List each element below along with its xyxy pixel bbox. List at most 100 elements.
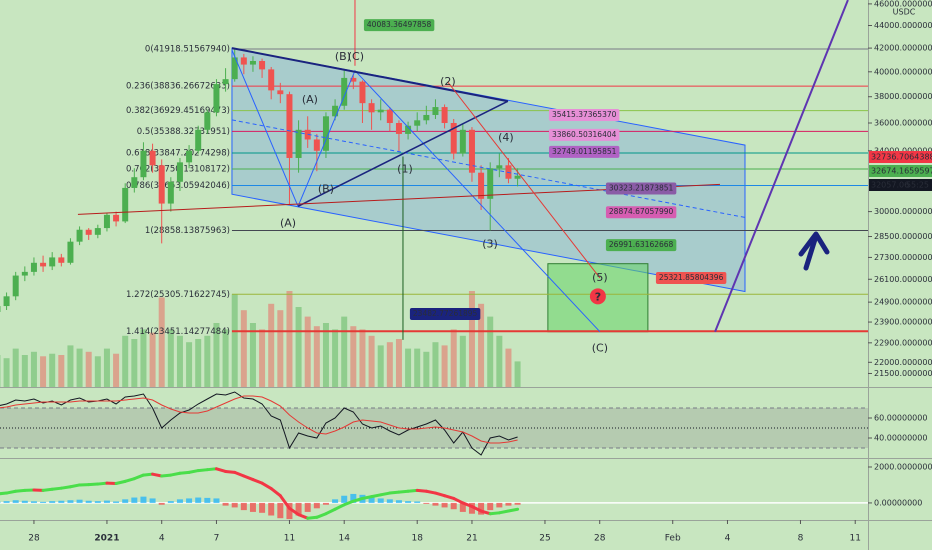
macd-line-segment <box>59 485 72 490</box>
price-callout-label: 25321.85804396 <box>659 273 724 282</box>
x-tick-label: 28 <box>28 534 40 544</box>
y-tick-label: 27300.00000000 <box>874 253 932 262</box>
y-tick-label: 40.00000000 <box>874 434 927 443</box>
macd-histogram-bar <box>478 502 485 515</box>
volume-bar <box>487 316 494 387</box>
candle-body <box>40 262 47 267</box>
macd-line-segment <box>333 503 346 511</box>
macd-line-segment <box>452 496 465 505</box>
macd-line-segment <box>306 515 319 520</box>
volume-bar <box>49 353 56 387</box>
macd-line-segment <box>251 478 264 485</box>
macd-histogram-bar <box>40 501 47 503</box>
bar-countdown: 55:25 <box>906 181 929 190</box>
x-tick-label: 14 <box>338 534 350 544</box>
volume-bar <box>313 326 320 387</box>
y-tick-label: 38000.00000000 <box>874 92 932 101</box>
macd-histogram-bar <box>295 502 302 516</box>
macd-histogram-bar <box>3 501 10 503</box>
macd-line-segment <box>379 491 392 497</box>
macd-histogram-bar <box>195 497 202 503</box>
wave-label: (2) <box>440 75 456 88</box>
macd-histogram-bar <box>158 502 165 505</box>
price-callout <box>605 206 677 219</box>
candle-body <box>322 116 329 151</box>
candle-body <box>405 125 412 134</box>
candle-body <box>286 94 293 158</box>
x-tick-label: 18 <box>411 534 423 544</box>
wave-label: (A) <box>302 93 318 106</box>
macd-histogram-bar <box>368 497 375 503</box>
macd-line-segment <box>214 467 228 473</box>
macd-line-segment <box>297 513 310 520</box>
macd-line-segment <box>269 487 282 498</box>
macd-line-segment <box>388 490 401 495</box>
macd-line-segment <box>506 507 520 513</box>
candle-body <box>277 90 284 95</box>
price-callout <box>548 108 620 121</box>
candle-body <box>158 165 165 204</box>
macd-histogram-bar <box>332 499 339 503</box>
volume-bar <box>30 351 37 387</box>
volume-bar <box>195 339 202 387</box>
candle-body <box>231 57 238 80</box>
macd-histogram-bar <box>122 499 129 503</box>
macd-histogram-bar <box>149 498 156 503</box>
macd-line-segment <box>151 472 164 478</box>
volume-bar <box>12 348 19 387</box>
price-callout-label: 26991.63162668 <box>609 240 674 249</box>
rsi-band <box>0 408 868 448</box>
macd-histogram-bar <box>277 502 284 519</box>
volume-bar <box>131 339 138 387</box>
macd-histogram-bar <box>103 500 110 503</box>
macd-line-segment <box>461 501 474 509</box>
macd-line-segment <box>178 470 191 475</box>
macd-line-segment <box>169 471 182 477</box>
x-tick-label: 4 <box>725 534 731 544</box>
last-price-tag-label: 32674.16595976 <box>871 167 932 176</box>
volume-bar <box>496 335 503 387</box>
candle-body <box>332 105 339 117</box>
y-tick-label: 23900.00000000 <box>874 318 932 327</box>
last-price-tag <box>869 151 932 163</box>
price-callout-label: 30323.21873851 <box>609 184 674 193</box>
candle-body <box>176 162 183 182</box>
volume-bar <box>158 297 165 387</box>
x-tick-label: 8 <box>798 534 804 544</box>
wave-label: (1) <box>397 163 413 176</box>
macd-histogram-bar <box>405 501 412 503</box>
volume-bar <box>478 303 485 387</box>
candle-body <box>468 129 475 173</box>
macd-line-segment <box>132 473 145 481</box>
x-tick-label: 11 <box>284 534 295 544</box>
volume-bar <box>67 345 74 387</box>
volume-bar <box>176 335 183 387</box>
price-callout-label: 33860.50316404 <box>552 130 617 139</box>
macd-histogram-bar <box>350 493 357 503</box>
rsi-line <box>0 391 518 456</box>
candle-body <box>94 228 101 235</box>
rsi-pane <box>0 391 868 456</box>
wave-label: (C) <box>348 50 364 63</box>
fib-label: 0.786(31653.05942046) <box>126 181 230 191</box>
y-tick-label: 22000.00000000 <box>874 358 932 367</box>
trend-line <box>297 100 509 207</box>
macd-histogram-bar <box>505 502 512 506</box>
macd-histogram-bar <box>496 502 503 508</box>
candle-body <box>459 129 466 154</box>
candle-body <box>195 129 202 151</box>
volume-bar <box>459 335 466 387</box>
candle-body <box>67 241 74 263</box>
y-tick-label: 42000.00000000 <box>874 44 932 53</box>
volume-bar <box>249 323 256 387</box>
macd-histogram-bar <box>58 500 65 503</box>
candle-body <box>131 177 138 188</box>
y-tick-label: 28500.00000000 <box>874 232 932 241</box>
candle-body <box>213 84 220 113</box>
macd-histogram-bar <box>313 502 320 509</box>
macd-line-segment <box>0 491 9 496</box>
volume-bar <box>40 356 47 387</box>
volume-bar <box>423 351 430 387</box>
fib-label: 0.618(33847.20274298) <box>126 148 230 158</box>
